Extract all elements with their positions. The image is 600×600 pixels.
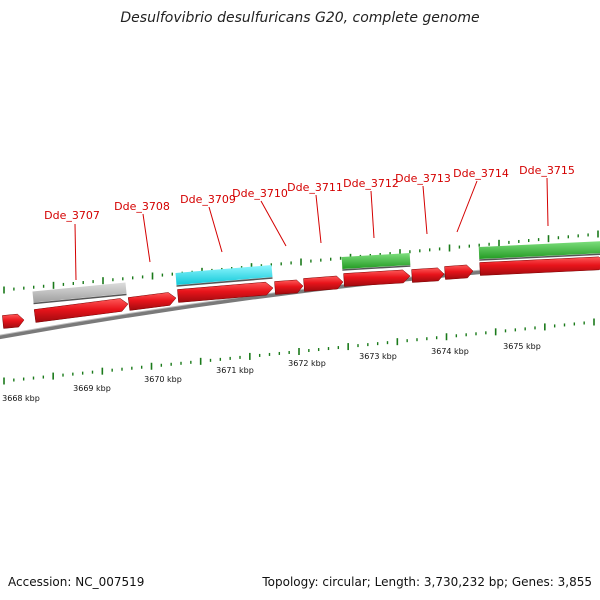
gene-label[interactable]: Dde_3711 — [287, 181, 343, 194]
gene-label[interactable]: Dde_3709 — [180, 193, 236, 206]
gene-label[interactable]: Dde_3708 — [114, 200, 170, 213]
scale-label: 3668 kbp — [2, 394, 40, 403]
feature-bar-green — [478, 241, 600, 259]
cds-arrow — [2, 313, 25, 329]
scale-label: 3674 kbp — [431, 347, 469, 356]
scale-label: 3670 kbp — [144, 375, 182, 384]
cds-arrow — [274, 279, 304, 295]
gene-label[interactable]: Dde_3712 — [343, 177, 399, 190]
cds-arrow — [411, 267, 445, 283]
genome-title: Desulfovibrio desulfuricans G20, complet… — [120, 10, 480, 26]
gene-leader-line — [74, 223, 77, 281]
feature-bar-cyan-edge — [176, 277, 273, 287]
cds-arrow — [444, 264, 474, 280]
cds-arrow — [479, 256, 600, 276]
feature-bar-green-edge — [479, 253, 600, 261]
feature-bar-green — [341, 253, 411, 269]
cds-arrow — [343, 269, 411, 287]
cds-arrow — [177, 281, 274, 303]
gene-leader-line — [142, 213, 151, 263]
gene-label[interactable]: Dde_3707 — [44, 209, 100, 222]
gene-leader-line — [260, 200, 287, 247]
cds-arrow — [303, 275, 344, 292]
scale-label: 3671 kbp — [216, 366, 254, 375]
gene-leader-line — [370, 190, 375, 239]
gene-leader-line — [422, 185, 428, 235]
cds-arrow — [127, 292, 177, 311]
scale-label: 3672 kbp — [288, 359, 326, 368]
gene-leader-line — [546, 177, 549, 227]
scale-label: 3673 kbp — [359, 352, 397, 361]
gene-leader-line — [315, 194, 322, 244]
feature-bar-green-edge — [342, 265, 411, 271]
scale-label: 3675 kbp — [503, 342, 541, 351]
gene-label[interactable]: Dde_3715 — [519, 164, 575, 177]
feature-bar-cyan — [175, 265, 273, 285]
gene-label[interactable]: Dde_3710 — [232, 187, 288, 200]
gene-label[interactable]: Dde_3713 — [395, 172, 451, 185]
feature-bar-gray-edge — [33, 293, 127, 305]
gene-label[interactable]: Dde_3714 — [453, 167, 509, 180]
cds-arrow — [33, 298, 129, 323]
gene-leader-line — [208, 206, 223, 253]
scale-label: 3669 kbp — [73, 384, 111, 393]
accession-label: Accession: NC_007519 — [8, 575, 145, 589]
genome-summary: Topology: circular; Length: 3,730,232 bp… — [262, 575, 592, 589]
gene-leader-line — [456, 180, 478, 233]
feature-bar-gray — [32, 282, 127, 303]
